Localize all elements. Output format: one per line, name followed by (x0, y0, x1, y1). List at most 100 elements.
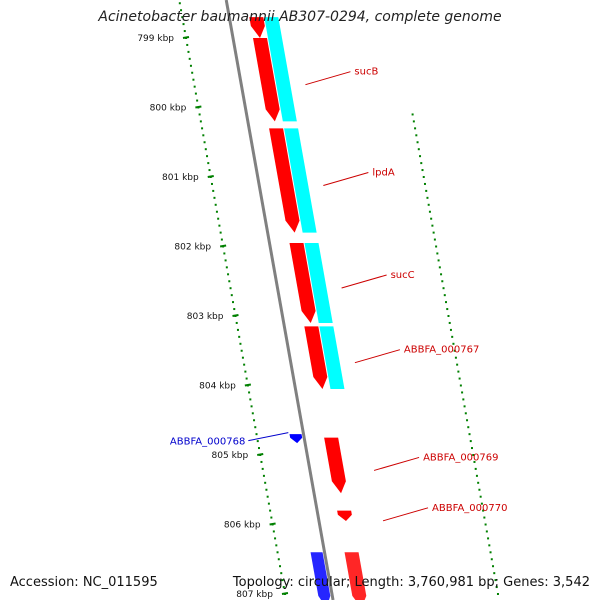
minor-tick (463, 405, 466, 408)
minor-tick (250, 405, 253, 408)
tick-label: 800 kbp (150, 104, 187, 114)
minor-tick (243, 363, 246, 366)
minor-tick (182, 23, 185, 26)
label-leader-line (248, 432, 289, 442)
minor-tick (423, 182, 426, 185)
minor-tick (459, 384, 462, 387)
minor-tick (194, 92, 197, 95)
minor-tick (208, 169, 211, 172)
minor-tick (437, 259, 440, 262)
minor-tick (271, 523, 274, 526)
minor-tick (479, 495, 482, 498)
accession-text: Accession: NC_011595 (10, 575, 158, 590)
minor-tick (220, 238, 223, 241)
minor-tick (494, 579, 497, 582)
minor-tick (485, 530, 488, 533)
minor-tick (241, 356, 244, 359)
minor-tick (235, 321, 238, 324)
gene-segment (264, 17, 297, 122)
minor-tick (214, 203, 217, 206)
minor-tick (266, 495, 269, 498)
minor-tick (191, 71, 194, 74)
minor-tick (225, 266, 228, 269)
minor-tick (180, 9, 183, 12)
minor-tick (201, 127, 204, 130)
minor-tick (411, 113, 414, 116)
minor-tick (249, 398, 252, 401)
minor-tick (277, 558, 280, 561)
minor-tick (441, 280, 444, 283)
forward-cds-arrow (324, 437, 346, 494)
gene-label: sucC (391, 270, 415, 281)
label-leader-line (341, 274, 387, 289)
reverse-cds-arrow (289, 434, 303, 444)
minor-tick (234, 315, 237, 317)
minor-tick (282, 586, 285, 589)
forward-cds-arrow (253, 38, 280, 122)
minor-tick (223, 252, 226, 255)
gene-label: ABBFA_000768 (170, 437, 245, 448)
minor-tick (193, 85, 196, 88)
minor-tick (212, 189, 215, 192)
minor-tick (443, 294, 446, 297)
tick-label: 805 kbp (212, 451, 249, 461)
minor-tick (281, 579, 284, 582)
minor-tick (427, 203, 430, 206)
minor-tick (276, 551, 279, 554)
minor-tick (466, 419, 469, 422)
minor-tick (490, 558, 493, 561)
label-leader-line (354, 349, 401, 364)
minor-tick (451, 335, 454, 338)
minor-tick (283, 593, 286, 595)
minor-tick (261, 467, 264, 470)
minor-tick (269, 509, 272, 512)
minor-tick (469, 440, 472, 443)
minor-tick (420, 162, 423, 165)
minor-tick (467, 426, 470, 429)
minor-tick (492, 565, 495, 568)
minor-tick (183, 30, 186, 33)
label-leader-line (305, 71, 351, 86)
minor-tick (186, 43, 189, 46)
minor-tick (461, 391, 464, 394)
tick-label: 802 kbp (174, 243, 211, 253)
forward-cds-arrow (344, 552, 367, 600)
minor-tick (458, 377, 461, 380)
minor-tick (199, 120, 202, 123)
minor-tick (452, 342, 455, 345)
minor-tick (239, 342, 242, 345)
minor-tick (262, 474, 265, 477)
gene-label: ABBFA_000767 (404, 345, 479, 356)
minor-tick (232, 301, 235, 304)
minor-tick (185, 37, 187, 39)
minor-tick (483, 516, 486, 519)
gene-label: ABBFA_000770 (432, 503, 507, 514)
feature-labels: sucB lpdA sucC ABBFA_000767 ABBFA_000768 ABBF… (170, 67, 507, 522)
minor-tick (421, 169, 424, 172)
minor-tick (428, 210, 431, 213)
cds-features (249, 17, 367, 600)
minor-tick (257, 447, 260, 450)
minor-tick (275, 544, 278, 547)
minor-tick (264, 481, 267, 484)
minor-tick (488, 544, 491, 547)
gene-segment (304, 243, 333, 323)
minor-tick (244, 370, 247, 373)
minor-tick (222, 245, 225, 248)
minor-tick (233, 308, 236, 311)
tick-label: 807 kbp (236, 590, 273, 600)
minor-tick (495, 586, 498, 589)
tick-label: 799 kbp (137, 34, 174, 44)
scale-ticks: 799 kbp 800 kbp 801 kbp 802 kbp 803 kbp 804 k… (137, 2, 499, 600)
tick-label: 801 kbp (162, 173, 199, 183)
minor-tick (238, 335, 241, 338)
label-leader-line (373, 456, 420, 471)
minor-tick (280, 572, 283, 575)
minor-tick (442, 287, 445, 290)
minor-tick (227, 273, 230, 276)
tick-label: 804 kbp (199, 382, 236, 392)
minor-tick (279, 565, 282, 568)
minor-tick (188, 57, 191, 60)
minor-tick (240, 349, 243, 352)
